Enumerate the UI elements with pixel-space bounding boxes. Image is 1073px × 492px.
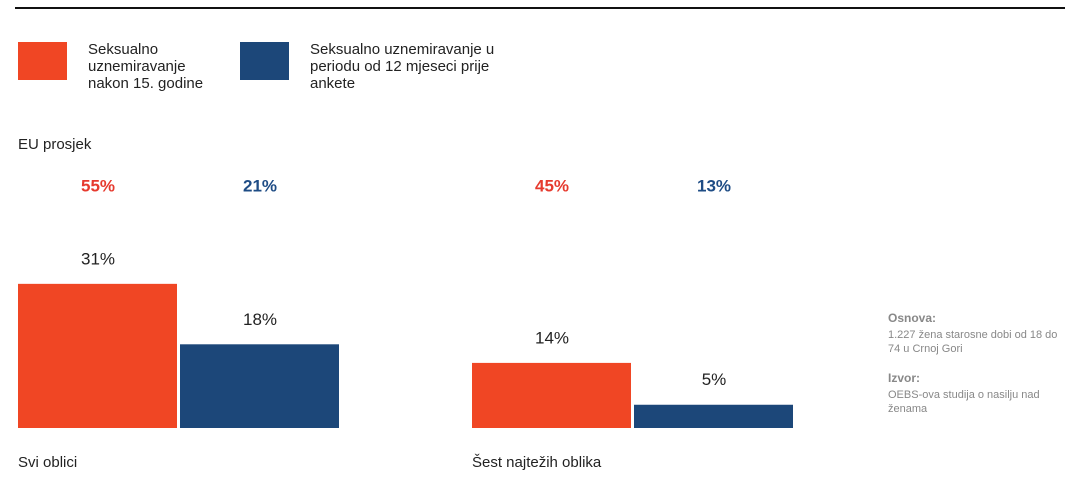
note-text: 1.227 žena starosne dobi od 18 do 74 u C… — [888, 329, 1058, 355]
value-label: 31% — [81, 249, 115, 268]
legend-swatch — [240, 42, 289, 80]
note-heading: Izvor: — [888, 371, 921, 385]
eu-value-label: 45% — [535, 176, 569, 195]
value-label: 14% — [535, 328, 569, 347]
legend-label: Seksualno uznemiravanje nakon 15. godine — [88, 41, 204, 92]
value-label: 5% — [702, 370, 727, 389]
bar — [634, 404, 793, 428]
legend-swatch — [18, 42, 67, 80]
legend-label: Seksualno uznemiravanje u periodu od 12 … — [310, 41, 495, 92]
category-label: Šest najtežih oblika — [472, 454, 602, 471]
bar — [180, 344, 339, 428]
note-heading: Osnova: — [888, 311, 937, 325]
bar — [18, 283, 177, 428]
eu-label: EU prosjek — [18, 136, 92, 153]
category-label: Svi oblici — [18, 454, 77, 471]
eu-value-label: 55% — [81, 176, 115, 195]
note-text: OEBS-ova studija o nasilju nad ženama — [888, 389, 1040, 415]
bar — [472, 362, 631, 428]
eu-value-label: 21% — [243, 176, 277, 195]
value-label: 18% — [243, 310, 277, 329]
eu-value-label: 13% — [697, 176, 731, 195]
